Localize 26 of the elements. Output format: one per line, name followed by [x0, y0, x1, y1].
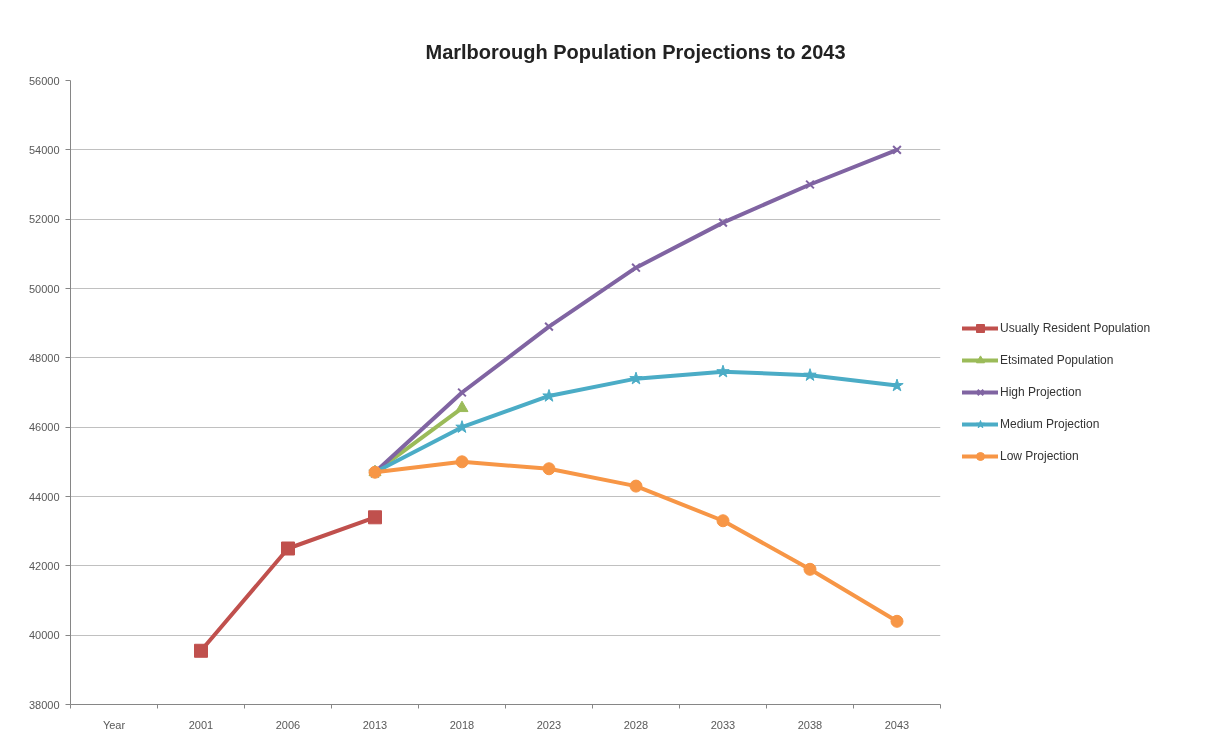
y-tick-label: 48000	[28, 351, 60, 364]
x-tick-label: 2018	[449, 718, 475, 731]
y-tick-label: 44000	[28, 490, 60, 503]
x-tick-label: 2001	[188, 718, 214, 731]
legend-label: High Projection	[1000, 385, 1082, 399]
y-tick-label: 46000	[28, 421, 60, 434]
x-tick-label: 2043	[884, 718, 910, 731]
y-tick-label: 50000	[28, 282, 60, 295]
legend-label: Medium Projection	[1000, 417, 1100, 431]
y-tick-label: 40000	[28, 629, 60, 642]
y-tick-label: 38000	[28, 698, 60, 711]
x-tick-label: 2033	[710, 718, 736, 731]
y-tick-label: 56000	[28, 74, 60, 87]
y-tick-label: 54000	[28, 143, 60, 156]
x-tick-label: 2013	[362, 718, 388, 731]
chart-title: Marlborough Population Projections to 2043	[425, 40, 846, 63]
x-tick-label: 2006	[275, 718, 301, 731]
legend-label: Low Projection	[1000, 449, 1079, 463]
x-tick-label: 2028	[623, 718, 649, 731]
y-tick-label: 52000	[28, 213, 60, 226]
legend-label: Etsimated Population	[1000, 353, 1114, 367]
legend-label: Usually Resident Population	[1000, 321, 1151, 335]
x-tick-label: 2023	[536, 718, 562, 731]
x-tick-label: Year	[102, 718, 126, 731]
y-tick-label: 42000	[28, 559, 60, 572]
x-tick-label: 2038	[797, 718, 823, 731]
